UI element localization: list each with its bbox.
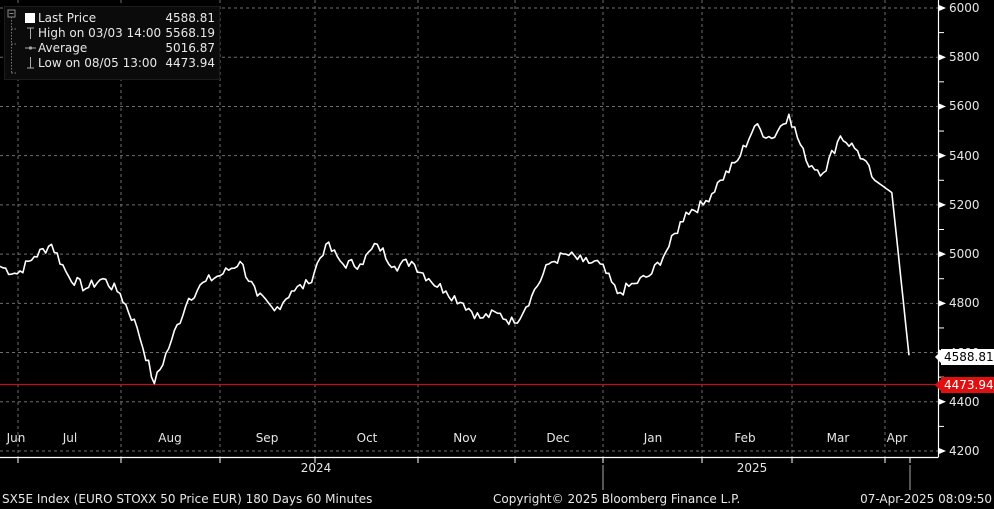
last-price-tag: 4588.81 xyxy=(935,349,994,365)
y-tick-label: 5800 xyxy=(949,50,980,65)
y-tick-label: 5600 xyxy=(949,99,980,114)
average-marker-icon xyxy=(25,46,36,50)
y-tick-label: 5200 xyxy=(949,197,980,212)
legend-tree-icon xyxy=(7,9,16,74)
x-tick-label: Aug xyxy=(158,431,182,445)
legend-value: 5568.19 xyxy=(165,26,215,40)
price-line xyxy=(0,113,910,385)
legend-row-average[interactable]: Average 5016.87 xyxy=(11,41,215,56)
footer-security-description: SX5E Index (EURO STOXX 50 Price EUR) 180… xyxy=(2,492,373,506)
high-marker-icon xyxy=(27,27,34,39)
legend-value: 5016.87 xyxy=(165,41,215,55)
x-tick-label: Jan xyxy=(643,431,663,445)
legend-label: Low on 08/05 13:00 xyxy=(38,56,158,70)
x-tick-label: Oct xyxy=(356,431,378,445)
footer-timestamp: 07-Apr-2025 08:09:50 xyxy=(860,492,992,506)
low-price-tag: 4473.94 xyxy=(935,377,994,393)
grid-lines xyxy=(0,0,938,457)
legend-box: Last Price 4588.81 High on 03/03 14:00 5… xyxy=(4,6,220,80)
legend-label: Last Price xyxy=(38,11,97,25)
legend-row-low[interactable]: Low on 08/05 13:00 4473.94 xyxy=(11,56,215,71)
legend-row-last-price[interactable]: Last Price 4588.81 xyxy=(11,11,215,26)
legend-row-high[interactable]: High on 03/03 14:00 5568.19 xyxy=(11,26,215,41)
x-tick-label: Nov xyxy=(453,431,477,445)
x-tick-label: Feb xyxy=(734,431,756,445)
white-square-icon xyxy=(25,13,35,23)
y-tick-label: 6000 xyxy=(949,1,980,15)
x-tick-label: Jun xyxy=(6,431,26,445)
x-tick-label: Mar xyxy=(826,431,850,445)
x-tick-label: Apr xyxy=(886,431,908,445)
x-tick-label: Dec xyxy=(546,431,570,445)
x-tick-label: Sep xyxy=(255,431,279,445)
y-tick-label: 4400 xyxy=(949,394,980,409)
y-tick-label: 5400 xyxy=(949,148,980,163)
legend-label: Average xyxy=(38,41,88,55)
legend-value: 4588.81 xyxy=(165,11,215,25)
y-tick-label: 4800 xyxy=(949,296,980,311)
year-label-2025: 2025 xyxy=(736,461,768,475)
y-tick-label: 5000 xyxy=(949,247,980,262)
low-marker-icon xyxy=(27,57,34,69)
x-tick-label: Jul xyxy=(62,431,78,445)
legend-value: 4473.94 xyxy=(165,56,215,70)
y-tick-label: 4200 xyxy=(949,444,980,458)
year-label-2024: 2024 xyxy=(300,461,332,475)
legend-label: High on 03/03 14:00 xyxy=(38,26,162,40)
footer-copyright: Copyright© 2025 Bloomberg Finance L.P. xyxy=(493,492,741,506)
x-axis-ticks xyxy=(17,457,911,490)
